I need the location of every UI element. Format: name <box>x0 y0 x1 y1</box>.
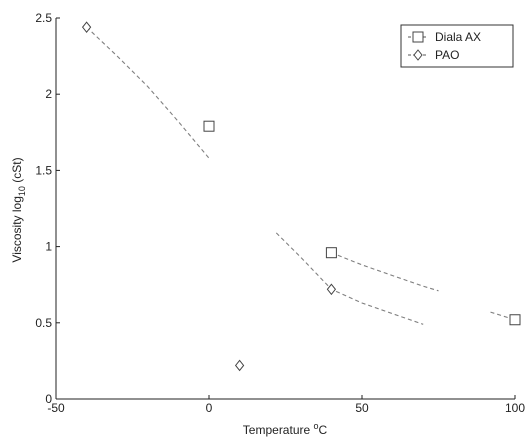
axes <box>55 18 515 400</box>
x-tick-label: 50 <box>355 401 369 415</box>
series-curves <box>86 26 516 325</box>
legend-marker-square <box>412 31 424 43</box>
series-line-1 <box>86 26 210 159</box>
square-marker <box>325 247 337 259</box>
series-markers <box>81 21 521 372</box>
y-axis-label: Viscosity log10 (cSt) <box>10 157 27 262</box>
diamond-marker <box>81 21 92 33</box>
series-line-1 <box>275 232 424 325</box>
square-marker <box>509 314 521 326</box>
legend-label-pao: PAO <box>435 48 459 62</box>
legend-box <box>400 24 514 68</box>
x-axis-label: Temperature oC <box>243 421 328 437</box>
legend-marker-diamond <box>413 49 423 61</box>
x-tick-label: 0 <box>206 401 213 415</box>
diamond-marker <box>234 359 245 372</box>
y-tick-label: 1.5 <box>35 163 52 177</box>
y-tick-label: 1 <box>45 240 52 254</box>
x-tick-label: -50 <box>47 401 65 415</box>
diamond-marker <box>326 283 337 296</box>
legend-label-diala: Diala AX <box>435 30 481 44</box>
square-marker <box>203 120 215 132</box>
y-tick-label: 2 <box>45 87 52 101</box>
y-tick-label: 0.5 <box>35 316 52 330</box>
y-tick-label: 2.5 <box>35 11 52 25</box>
x-tick-label: 100 <box>505 401 525 415</box>
y-tick-label: 0 <box>45 392 52 406</box>
legend: Diala AX PAO <box>400 24 514 68</box>
series-line-0 <box>331 252 439 292</box>
